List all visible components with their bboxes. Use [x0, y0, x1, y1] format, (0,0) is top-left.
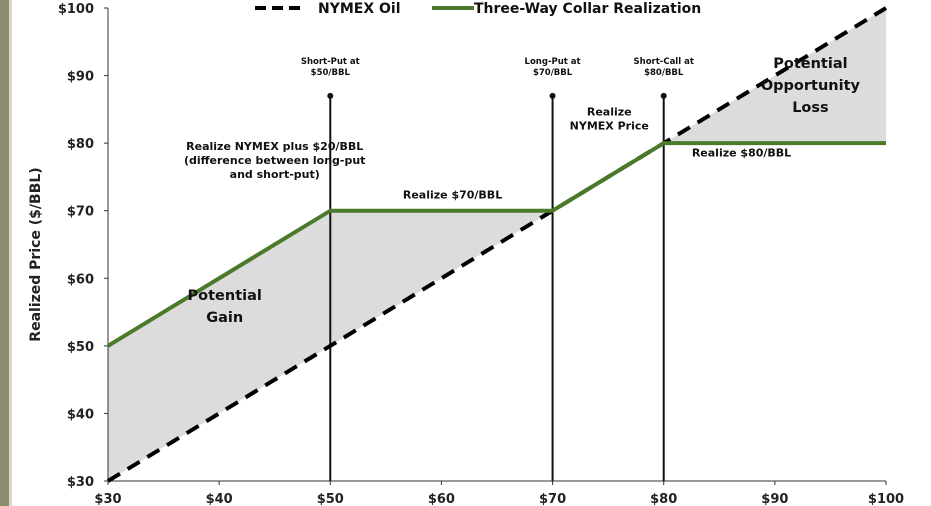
series-nymex-oil [106, 6, 888, 483]
annotation-realize-plus-20: (difference between long-put [184, 154, 365, 167]
x-tick-label: $90 [761, 492, 788, 506]
x-tick-label: $60 [428, 492, 455, 506]
series-three-way-collar [106, 141, 886, 348]
marker-dot [549, 92, 556, 99]
x-tick-label: $100 [868, 492, 904, 506]
marker-dot [660, 92, 667, 99]
annotation-realize-80: Realize $80/BBL [692, 147, 791, 160]
window-edge [0, 0, 9, 506]
annotation-potential-loss: Opportunity [761, 78, 861, 94]
y-tick-label: $40 [67, 407, 94, 422]
marker-label: Long-Put at [525, 57, 581, 67]
annotation-potential-loss: Loss [792, 100, 828, 116]
y-tick-label: $90 [67, 70, 94, 85]
y-axis-title: Realized Price ($/BBL) [28, 167, 44, 341]
y-tick-label: $70 [67, 205, 94, 220]
marker-label: $50/BBL [311, 68, 351, 78]
x-tick-label: $40 [206, 492, 233, 506]
marker-label: $80/BBL [644, 68, 684, 78]
annotation-realize-70: Realize $70/BBL [403, 189, 502, 202]
marker-label: Short-Put at [301, 57, 360, 67]
marker-label: $70/BBL [533, 68, 573, 78]
marker-dot [327, 92, 334, 99]
legend-label-nymex: NYMEX Oil [318, 1, 401, 17]
y-tick-label: $50 [67, 340, 94, 355]
x-tick-label: $70 [539, 492, 566, 506]
annotation-realize-nymex: Realize [587, 105, 632, 118]
y-tick-label: $60 [67, 272, 94, 287]
annotation-potential-gain: Potential [188, 288, 262, 304]
y-tick-label: $80 [67, 137, 94, 152]
window-edge-highlight [9, 0, 12, 506]
y-tick-label: $30 [67, 475, 94, 490]
annotation-realize-nymex: NYMEX Price [570, 119, 649, 132]
x-tick-label: $50 [317, 492, 344, 506]
x-tick-label: $80 [650, 492, 677, 506]
shade-opportunity-loss [663, 8, 886, 144]
x-tick-label: $30 [94, 492, 121, 506]
annotation-potential-gain: Gain [206, 310, 243, 326]
marker-label: Short-Call at [634, 57, 694, 67]
annotation-realize-plus-20: Realize NYMEX plus $20/BBL [186, 140, 363, 153]
annotation-realize-plus-20: and short-put) [230, 168, 320, 181]
legend-label-collar: Three-Way Collar Realization [474, 1, 701, 17]
y-tick-label: $100 [58, 2, 94, 17]
annotation-potential-loss: Potential [773, 56, 847, 72]
